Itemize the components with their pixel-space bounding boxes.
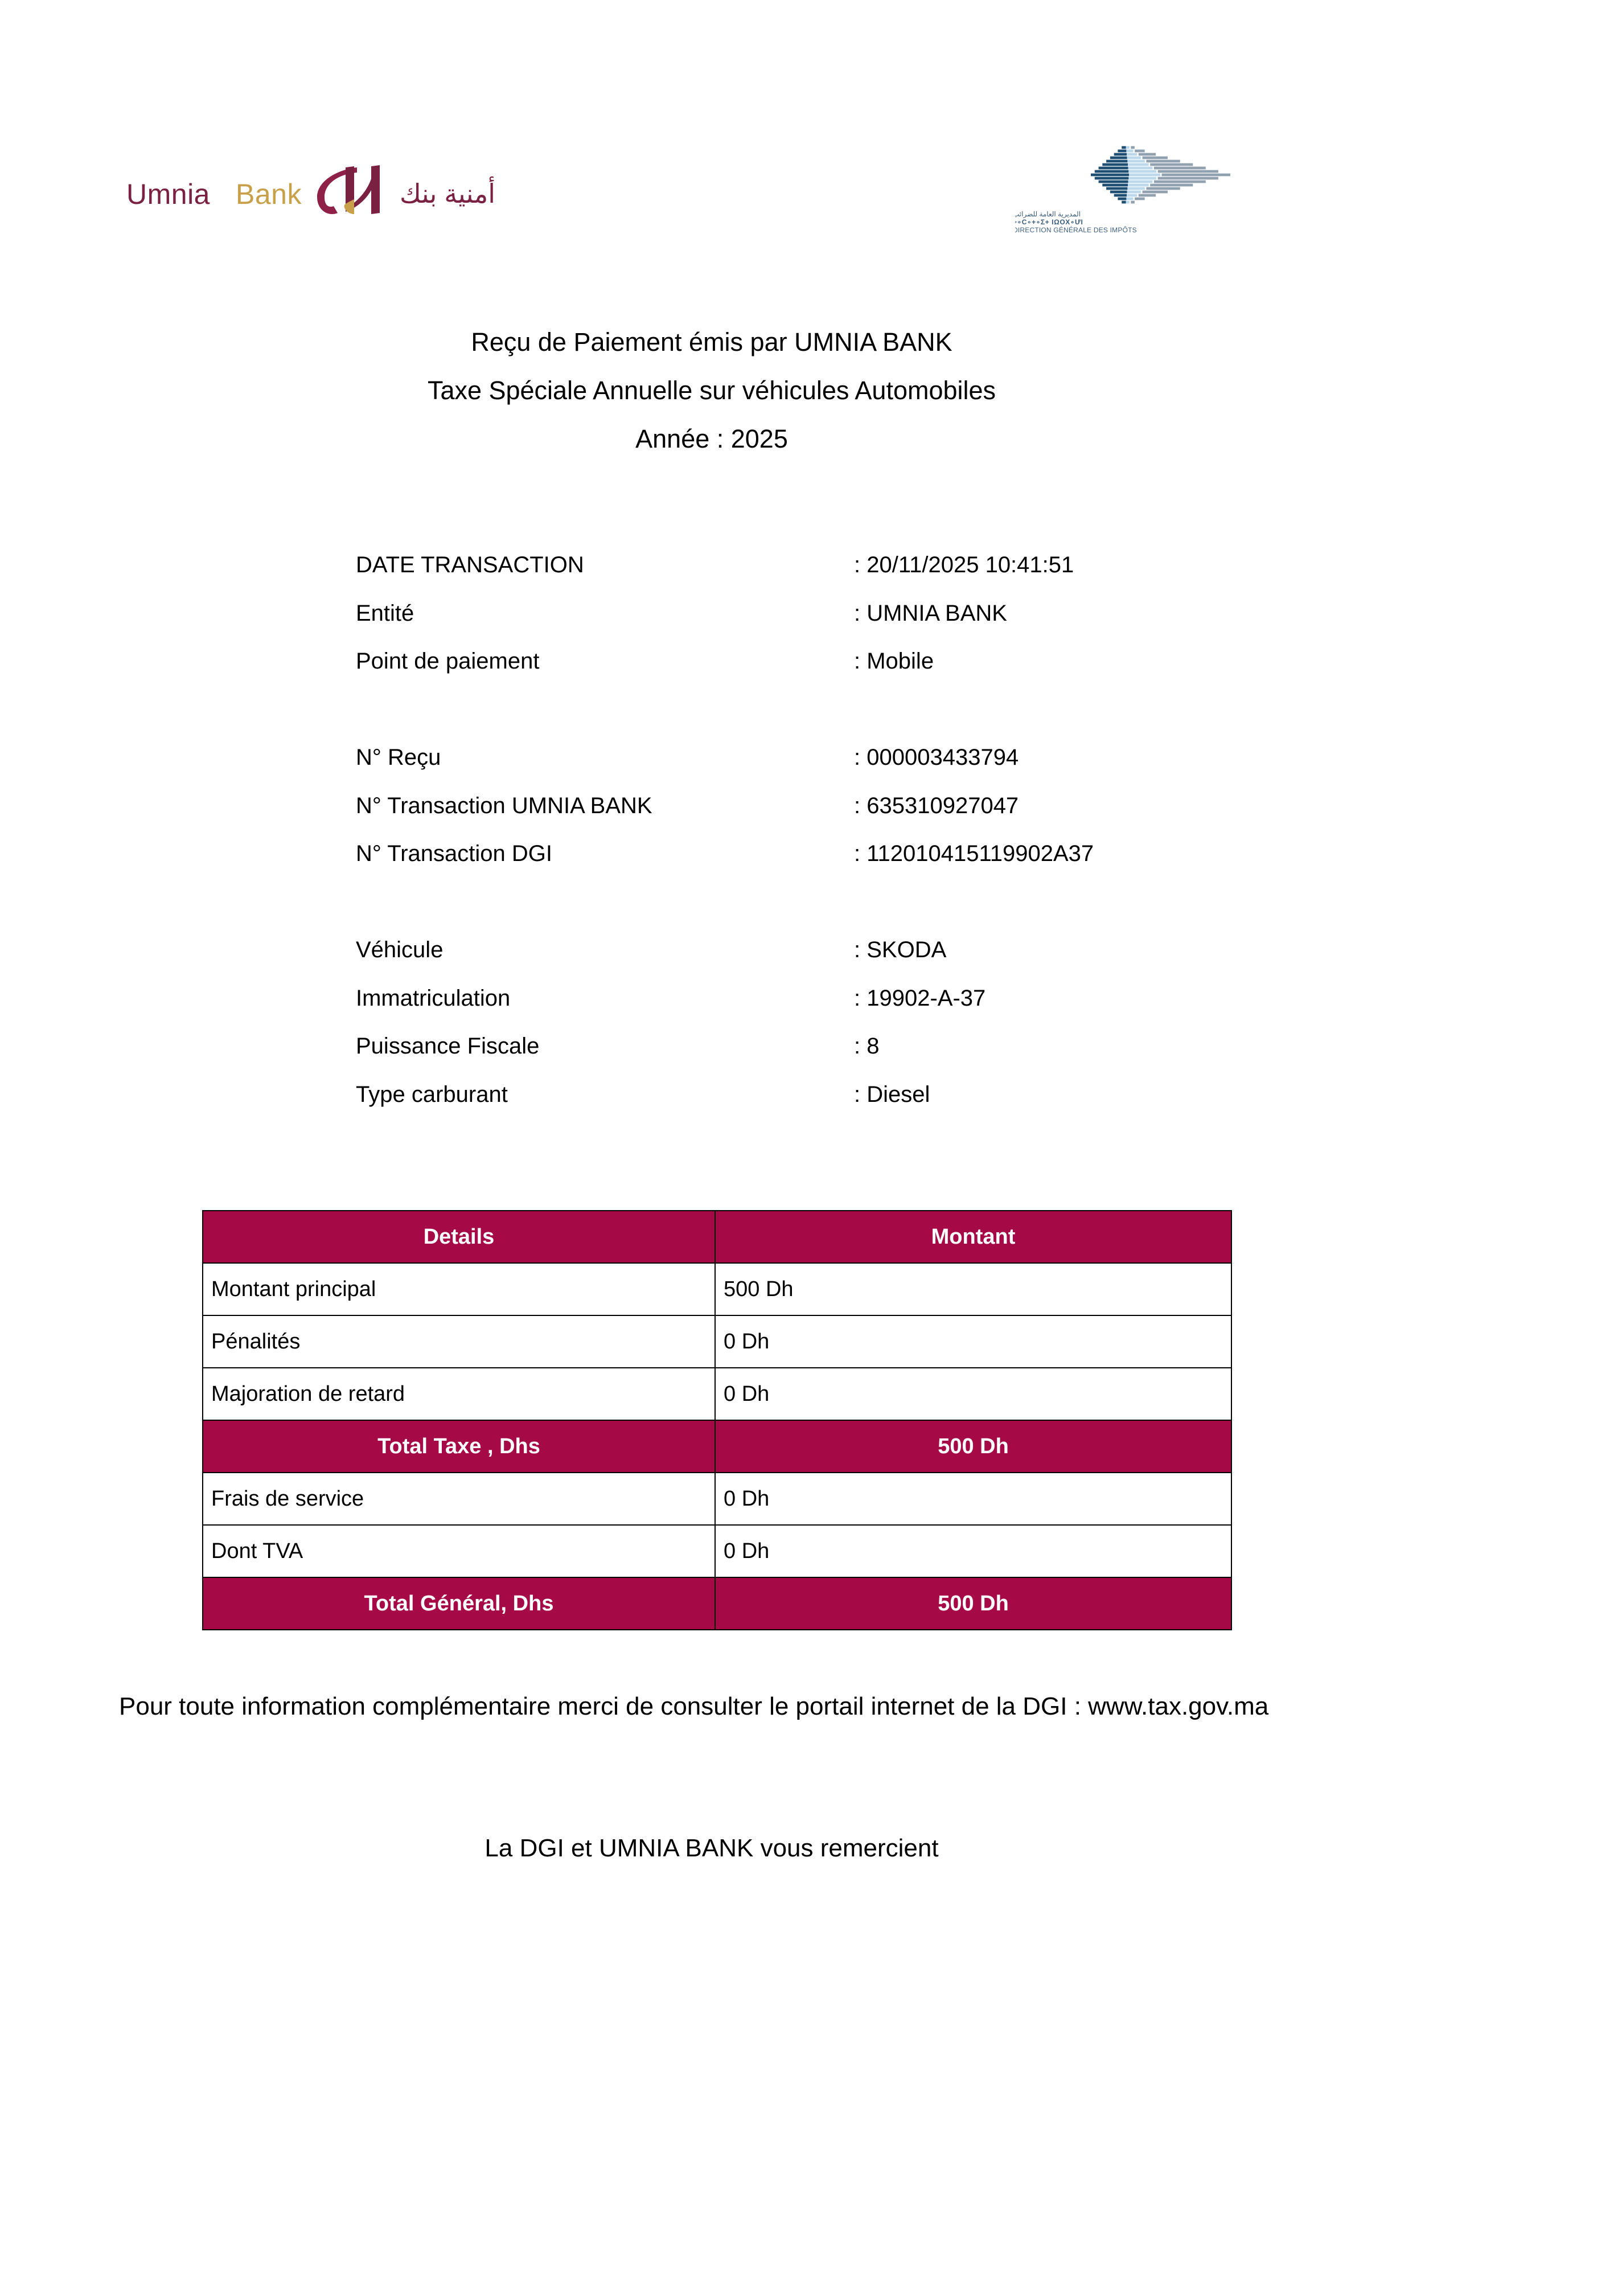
svg-text:+∘C∘+∘Ʃ+ IΩOΧ∘ƯI: +∘C∘+∘Ʃ+ IΩOΧ∘ƯI xyxy=(1015,218,1083,226)
svg-text:المديرية العامة للضرائب: المديرية العامة للضرائب xyxy=(1015,210,1081,218)
svg-text:Umnia: Umnia xyxy=(126,178,210,210)
svg-text:Bank: Bank xyxy=(236,178,302,210)
svg-text:DIRECTION GÉNÉRALE DES IMPÔTS: DIRECTION GÉNÉRALE DES IMPÔTS xyxy=(1015,226,1137,234)
svg-text:أمنية بنك: أمنية بنك xyxy=(400,177,495,208)
